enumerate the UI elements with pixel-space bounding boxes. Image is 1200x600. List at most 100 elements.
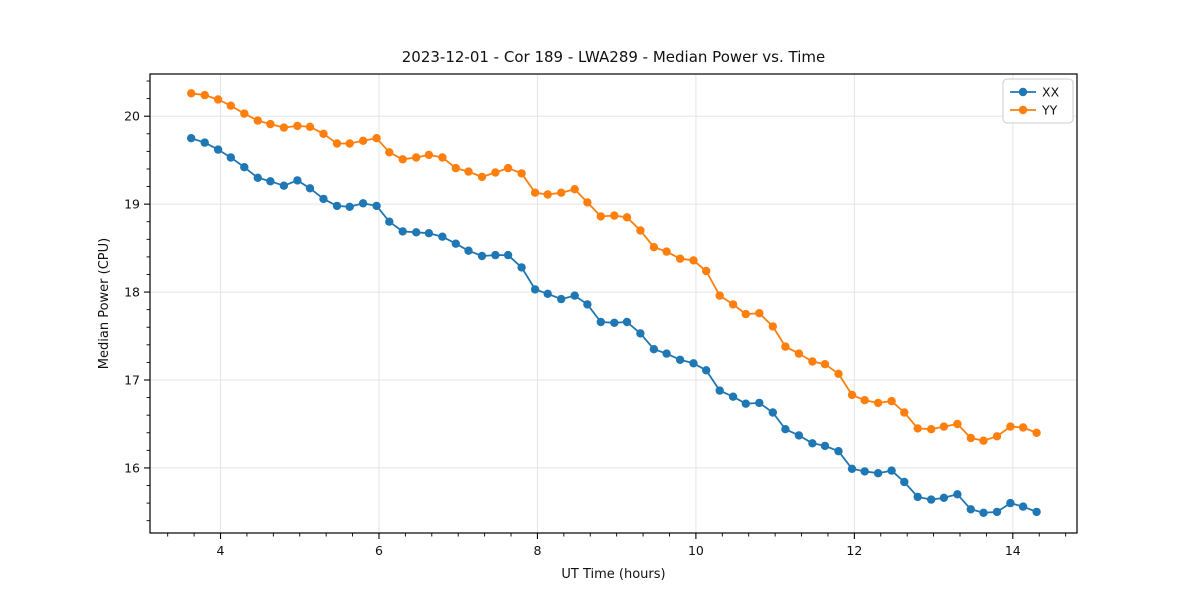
- data-point-yy: [583, 198, 592, 207]
- data-point-yy: [570, 185, 579, 194]
- data-point-yy: [728, 300, 738, 309]
- data-point-xx: [662, 349, 671, 358]
- data-point-yy: [464, 167, 473, 176]
- data-point-yy: [187, 89, 196, 98]
- data-point-yy: [675, 254, 685, 263]
- data-point-yy: [451, 163, 460, 173]
- data-point-xx: [332, 201, 342, 211]
- data-point-yy: [293, 121, 302, 131]
- data-point-yy: [755, 309, 764, 318]
- data-point-xx: [557, 294, 566, 304]
- data-point-xx: [187, 134, 196, 143]
- data-point-xx: [755, 398, 764, 408]
- data-point-yy: [213, 95, 223, 104]
- data-point-xx: [451, 239, 460, 248]
- data-point-xx: [636, 329, 645, 338]
- data-point-yy: [385, 148, 394, 157]
- data-point-yy: [610, 211, 619, 220]
- data-point-xx: [530, 285, 540, 294]
- y-tick-label: 18: [124, 285, 140, 300]
- data-point-xx: [345, 202, 354, 211]
- data-point-xx: [279, 181, 289, 190]
- data-point-yy: [412, 153, 421, 162]
- data-point-yy: [992, 432, 1002, 441]
- y-tick-label: 17: [124, 373, 140, 388]
- tick-label-layer: 4 6 8 10 12 14 16 17 18 19 20: [124, 109, 1021, 558]
- data-point-xx: [966, 505, 975, 514]
- data-point-xx: [847, 464, 857, 473]
- data-point-yy: [702, 266, 711, 276]
- data-point-xx: [213, 145, 223, 154]
- data-point-yy: [517, 169, 526, 178]
- grid-layer: [150, 74, 1077, 533]
- data-point-xx: [570, 291, 579, 300]
- data-point-xx: [953, 490, 962, 499]
- data-point-yy: [530, 188, 540, 197]
- data-point-xx: [372, 201, 381, 211]
- x-tick-label: 14: [1005, 543, 1021, 558]
- data-point-yy: [847, 390, 857, 400]
- data-point-yy: [358, 136, 368, 145]
- data-point-xx: [675, 355, 685, 364]
- data-point-yy: [900, 408, 909, 417]
- data-point-yy: [873, 398, 883, 408]
- data-point-xx: [385, 217, 394, 226]
- data-point-yy: [927, 425, 936, 434]
- data-point-xx: [358, 199, 368, 208]
- data-point-xx: [517, 263, 526, 272]
- chart-title: 2023-12-01 - Cor 189 - LWA289 - Median P…: [402, 48, 826, 66]
- data-point-yy: [636, 226, 645, 235]
- data-point-xx: [503, 250, 513, 260]
- data-point-xx: [781, 425, 790, 434]
- data-point-yy: [398, 155, 407, 164]
- data-point-yy: [979, 436, 988, 445]
- data-point-yy: [305, 122, 315, 131]
- data-point-yy: [794, 349, 804, 358]
- data-point-xx: [649, 345, 659, 354]
- data-point-xx: [979, 508, 988, 517]
- data-point-xx: [873, 469, 883, 478]
- data-point-yy: [1032, 428, 1041, 437]
- data-point-xx: [900, 477, 909, 487]
- data-point-xx: [887, 466, 896, 475]
- data-point-yy: [319, 129, 328, 138]
- data-point-yy: [662, 247, 671, 256]
- data-point-xx: [543, 289, 552, 298]
- data-point-yy: [834, 369, 843, 378]
- data-point-xx: [1032, 507, 1041, 517]
- data-point-xx: [200, 138, 209, 147]
- data-point-xx: [226, 153, 235, 162]
- data-point-xx: [715, 386, 724, 395]
- data-point-xx: [240, 163, 249, 172]
- x-tick-label: 4: [217, 543, 225, 558]
- data-point-xx: [596, 317, 605, 327]
- data-point-yy: [332, 139, 342, 148]
- data-point-yy: [820, 360, 830, 369]
- data-point-yy: [966, 433, 975, 443]
- legend-frame: [1002, 78, 1074, 124]
- data-point-yy: [424, 150, 434, 160]
- data-point-xx: [319, 194, 328, 204]
- data-point-yy: [808, 357, 817, 366]
- plot-border: [149, 73, 1078, 534]
- data-point-xx: [305, 184, 315, 193]
- legend-sample-marker: [1018, 105, 1028, 115]
- data-point-yy: [253, 116, 262, 125]
- data-point-xx: [412, 228, 421, 237]
- data-point-yy: [781, 342, 790, 351]
- data-point-yy: [913, 424, 922, 433]
- data-point-yy: [1018, 423, 1028, 432]
- data-point-xx: [622, 317, 632, 327]
- data-point-yy: [279, 123, 289, 132]
- data-point-yy: [345, 139, 354, 148]
- data-point-xx: [1018, 502, 1028, 511]
- x-tick-label: 10: [688, 543, 704, 558]
- data-point-xx: [253, 173, 262, 182]
- data-point-xx: [477, 251, 487, 261]
- data-point-yy: [557, 188, 566, 197]
- data-point-xx: [293, 176, 302, 185]
- data-point-yy: [372, 134, 381, 143]
- y-tick-label: 20: [124, 109, 140, 124]
- data-point-yy: [491, 168, 500, 177]
